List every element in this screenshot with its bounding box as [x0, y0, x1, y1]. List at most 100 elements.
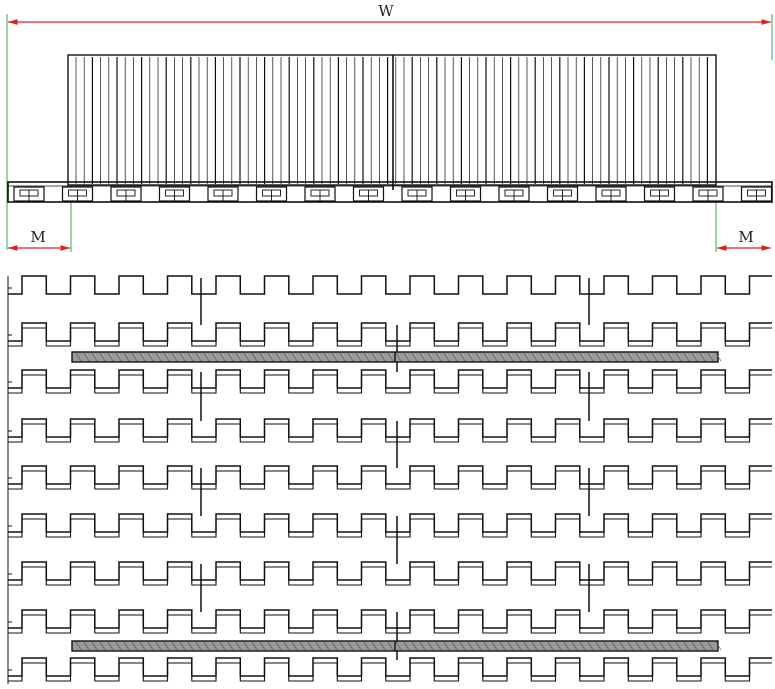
- plan-row-bottom-profile: [8, 470, 772, 490]
- plan-row-top-profile: [8, 369, 772, 389]
- flight-bar-hatch: [115, 641, 122, 651]
- flight-bar-hatch: [155, 352, 162, 362]
- flight-bar-hatch: [667, 352, 674, 362]
- flight-bar-hatch: [459, 641, 466, 651]
- flight-bar-hatch: [227, 352, 234, 362]
- flight-bar-hatch: [443, 352, 450, 362]
- dimension-m-left: M: [8, 200, 72, 252]
- flight-bar-hatch: [251, 352, 258, 362]
- flight-bar-hatch: [187, 641, 194, 651]
- plan-row-top-profile: [8, 275, 772, 295]
- flight-bar-hatch: [651, 352, 658, 362]
- flight-bar-hatch: [211, 352, 218, 362]
- flight-bar-hatch: [595, 641, 602, 651]
- plan-row-bottom-profile: [8, 614, 772, 634]
- flight-bar-hatch: [411, 641, 418, 651]
- flight-bar-hatch: [659, 352, 666, 362]
- flight-bar-hatch: [267, 352, 274, 362]
- flight-bar-hatch: [531, 641, 538, 651]
- flight-bar-hatch: [515, 352, 522, 362]
- plan-view: [7, 275, 772, 684]
- flight-bar-hatch: [603, 641, 610, 651]
- flight-bar-hatch: [171, 352, 178, 362]
- flight-bar-hatch: [115, 352, 122, 362]
- plan-row-top-profile: [8, 657, 772, 677]
- flight-bar-hatch: [139, 641, 146, 651]
- flight-bar-hatch: [579, 641, 586, 651]
- dimension-m-right: M: [715, 200, 771, 252]
- flight-bar-hatch: [275, 641, 282, 651]
- flight-bar-hatch: [307, 352, 314, 362]
- flight-bar-hatch: [291, 641, 298, 651]
- flight-bar-hatch: [707, 641, 714, 651]
- flight-bar-hatch: [627, 641, 634, 651]
- flight-bar-hatch: [435, 352, 442, 362]
- flight-bar-hatch: [147, 641, 154, 651]
- flight-bar-hatch: [611, 641, 618, 651]
- flight-bar-hatch: [347, 641, 354, 651]
- flight-bar-hatch: [555, 352, 562, 362]
- flight-bar-hatch: [99, 641, 106, 651]
- flight-bar-hatch: [467, 352, 474, 362]
- flight-bar-hatch: [643, 352, 650, 362]
- flight-bar-hatch: [379, 352, 386, 362]
- m-right-label: M: [738, 228, 753, 246]
- flight-bar-hatch: [195, 352, 202, 362]
- flight-bar-hatch: [451, 641, 458, 651]
- flight-bar-hatch: [675, 641, 682, 651]
- flight-bar-hatch: [83, 641, 90, 651]
- flight-bar-hatch: [187, 352, 194, 362]
- flight-bar-hatch: [403, 641, 410, 651]
- flight-bar-hatch: [475, 641, 482, 651]
- flight-bar-hatch: [219, 352, 226, 362]
- flight-bar-hatch: [163, 641, 170, 651]
- flight-bar-hatch: [283, 352, 290, 362]
- plan-row-top-profile: [8, 322, 772, 342]
- flight-bar-hatch: [123, 352, 130, 362]
- flight-bar-hatch: [291, 352, 298, 362]
- flight-bar-hatch: [595, 352, 602, 362]
- flight-bar-hatch: [491, 352, 498, 362]
- flight-bar-hatch: [347, 352, 354, 362]
- flight-bar-hatch: [371, 352, 378, 362]
- flight-bar-hatch: [435, 641, 442, 651]
- flight-bar-hatch: [275, 352, 282, 362]
- flight-bar-hatch: [99, 352, 106, 362]
- flight-bar-hatch: [163, 352, 170, 362]
- flight-bar-hatch: [699, 352, 706, 362]
- flight-bar-hatch: [155, 641, 162, 651]
- flight-bar-hatch: [259, 641, 266, 651]
- flight-bar-hatch: [123, 641, 130, 651]
- flight-bar-hatch: [507, 352, 514, 362]
- flight-bar-hatch: [499, 641, 506, 651]
- flight-bar-hatch: [243, 641, 250, 651]
- m-left-label: M: [30, 228, 45, 246]
- flight-bar-hatch: [131, 352, 138, 362]
- plan-row-top-profile: [8, 561, 772, 581]
- flight-bar-hatch: [371, 641, 378, 651]
- flight-bar-hatch: [683, 641, 690, 651]
- dimension-w: W: [6, 2, 773, 250]
- flight-bar-hatch: [563, 352, 570, 362]
- flight-bar-hatch: [571, 641, 578, 651]
- flight-bar-hatch: [339, 352, 346, 362]
- flight-bar-hatch: [587, 352, 594, 362]
- flight-bar-hatch: [467, 641, 474, 651]
- flight-bar-hatch: [211, 641, 218, 651]
- flight-bar-hatch: [179, 352, 186, 362]
- plan-row-bottom-profile: [8, 662, 772, 682]
- flight-bar-hatch: [651, 641, 658, 651]
- flight-bar-hatch: [315, 641, 322, 651]
- flight-bar-hatch: [443, 641, 450, 651]
- flight-bar-hatch: [715, 641, 722, 651]
- side-view: [7, 54, 773, 203]
- flight-bar-hatch: [403, 352, 410, 362]
- plan-row-top-profile: [8, 609, 772, 629]
- plan-row-bottom-profile: [8, 423, 772, 443]
- flight-bar-hatch: [483, 352, 490, 362]
- flight-bar-hatch: [627, 352, 634, 362]
- plan-row-top-profile: [8, 465, 772, 485]
- flight-bar-hatch: [195, 641, 202, 651]
- flight-bar-hatch: [331, 352, 338, 362]
- flight-bar-hatch: [547, 641, 554, 651]
